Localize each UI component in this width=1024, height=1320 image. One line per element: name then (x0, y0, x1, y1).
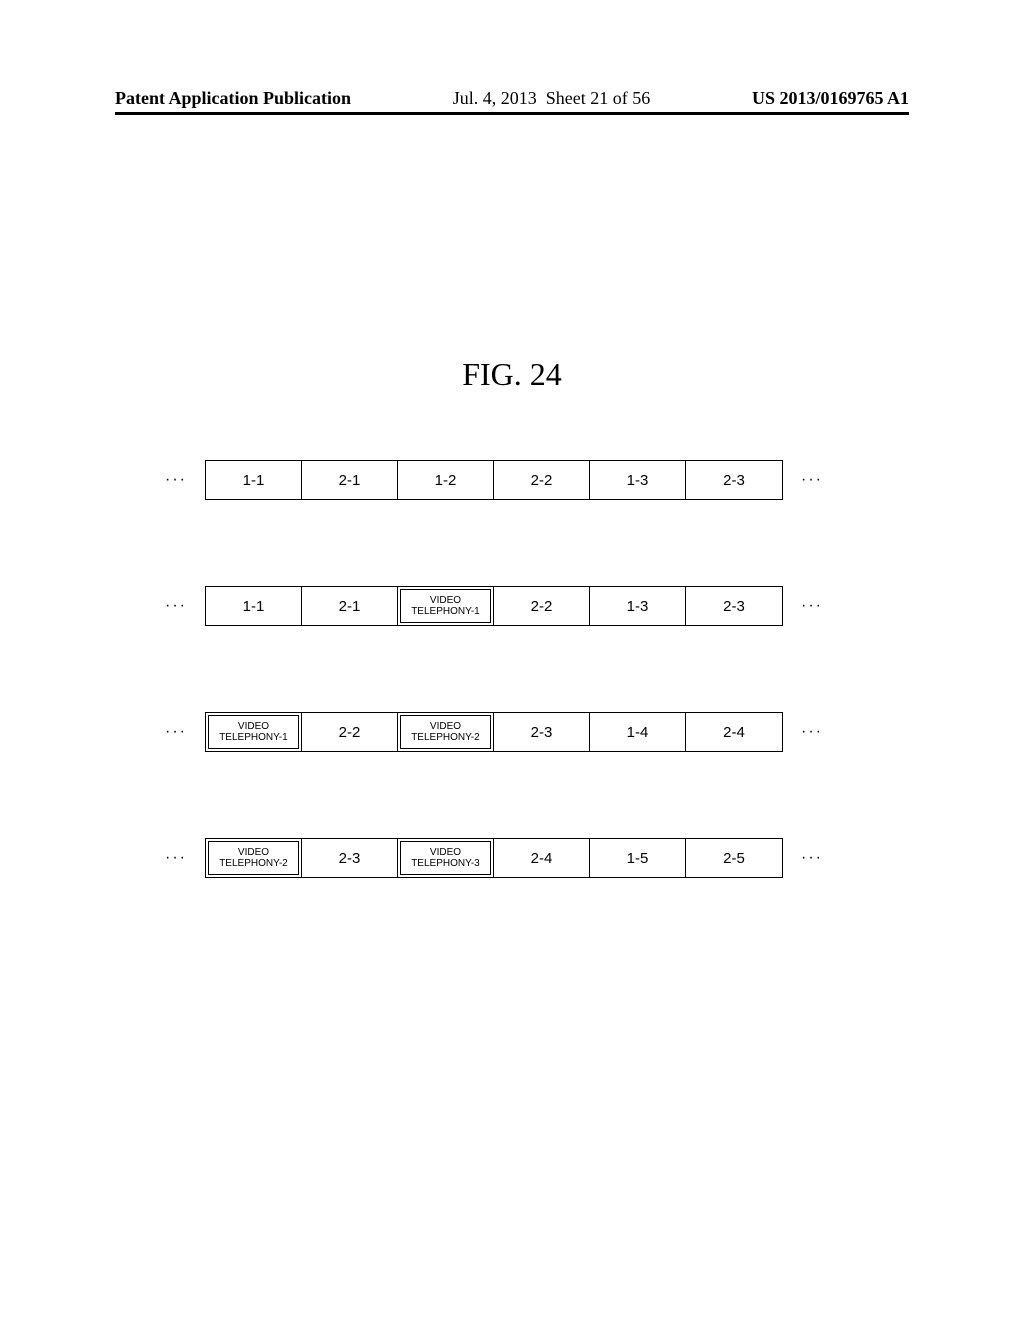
figure-title: FIG. 24 (0, 356, 1024, 393)
video-telephony-cell: VIDEOTELEPHONY-2 (208, 841, 299, 875)
sequence-cell: 2-2 (494, 587, 590, 625)
sequence-row: 1-12-1VIDEOTELEPHONY-12-21-32-3 (205, 586, 783, 626)
sequence-cell: 2-3 (686, 461, 782, 499)
sequence-cell: 2-3 (494, 713, 590, 751)
video-label-bottom: TELEPHONY-1 (219, 732, 288, 743)
page-header: Patent Application Publication Jul. 4, 2… (115, 88, 909, 109)
sequence-cell: 1-3 (590, 461, 686, 499)
ellipsis-right: ··· (801, 471, 823, 489)
ellipsis-right: ··· (801, 723, 823, 741)
video-label-bottom: TELEPHONY-2 (219, 858, 288, 869)
sequence-cell: 1-1 (206, 587, 302, 625)
header-rule (115, 112, 909, 115)
header-pubnum: US 2013/0169765 A1 (752, 88, 909, 109)
video-label-top: VIDEO (238, 721, 269, 732)
header-center: Jul. 4, 2013 Sheet 21 of 56 (453, 88, 651, 109)
sequence-cell: VIDEOTELEPHONY-2 (206, 839, 302, 877)
video-label-top: VIDEO (430, 847, 461, 858)
video-telephony-cell: VIDEOTELEPHONY-2 (400, 715, 491, 749)
sequence-cell: 2-3 (302, 839, 398, 877)
sequence-cell: 1-5 (590, 839, 686, 877)
row-wrapper: ···VIDEOTELEPHONY-12-2VIDEOTELEPHONY-22-… (165, 712, 829, 752)
video-telephony-cell: VIDEOTELEPHONY-1 (400, 589, 491, 623)
sequence-row: VIDEOTELEPHONY-12-2VIDEOTELEPHONY-22-31-… (205, 712, 783, 752)
ellipsis-left: ··· (165, 471, 187, 489)
sequence-cell: 2-5 (686, 839, 782, 877)
sequence-cell: 1-4 (590, 713, 686, 751)
ellipsis-right: ··· (801, 849, 823, 867)
diagram-rows: ···1-12-11-22-21-32-3······1-12-1VIDEOTE… (165, 460, 829, 964)
video-telephony-cell: VIDEOTELEPHONY-1 (208, 715, 299, 749)
header-sheet: Sheet 21 of 56 (546, 88, 650, 108)
sequence-cell: VIDEOTELEPHONY-1 (398, 587, 494, 625)
sequence-cell: 2-1 (302, 461, 398, 499)
video-label-top: VIDEO (238, 847, 269, 858)
row-wrapper: ··· 1-12-11-22-21-32-3 ··· (165, 460, 829, 500)
sequence-cell: VIDEOTELEPHONY-3 (398, 839, 494, 877)
row-wrapper: ···1-12-1VIDEOTELEPHONY-12-21-32-3··· (165, 586, 829, 626)
sequence-cell: VIDEOTELEPHONY-1 (206, 713, 302, 751)
sequence-cell: 2-1 (302, 587, 398, 625)
video-label-bottom: TELEPHONY-2 (411, 732, 480, 743)
header-left: Patent Application Publication (115, 88, 351, 109)
sequence-cell: 1-1 (206, 461, 302, 499)
video-label-bottom: TELEPHONY-1 (411, 606, 480, 617)
sequence-cell: 1-3 (590, 587, 686, 625)
header-date: Jul. 4, 2013 (453, 88, 537, 108)
sequence-cell: VIDEOTELEPHONY-2 (398, 713, 494, 751)
video-label-top: VIDEO (430, 595, 461, 606)
sequence-cell: 2-2 (494, 461, 590, 499)
sequence-row: VIDEOTELEPHONY-22-3VIDEOTELEPHONY-32-41-… (205, 838, 783, 878)
ellipsis-right: ··· (801, 597, 823, 615)
sequence-cell: 2-2 (302, 713, 398, 751)
ellipsis-left: ··· (165, 597, 187, 615)
sequence-cell: 1-2 (398, 461, 494, 499)
row-wrapper: ···VIDEOTELEPHONY-22-3VIDEOTELEPHONY-32-… (165, 838, 829, 878)
sequence-cell: 2-4 (494, 839, 590, 877)
ellipsis-left: ··· (165, 849, 187, 867)
video-label-bottom: TELEPHONY-3 (411, 858, 480, 869)
ellipsis-left: ··· (165, 723, 187, 741)
video-telephony-cell: VIDEOTELEPHONY-3 (400, 841, 491, 875)
sequence-row: 1-12-11-22-21-32-3 (205, 460, 783, 500)
sequence-cell: 2-4 (686, 713, 782, 751)
sequence-cell: 2-3 (686, 587, 782, 625)
video-label-top: VIDEO (430, 721, 461, 732)
